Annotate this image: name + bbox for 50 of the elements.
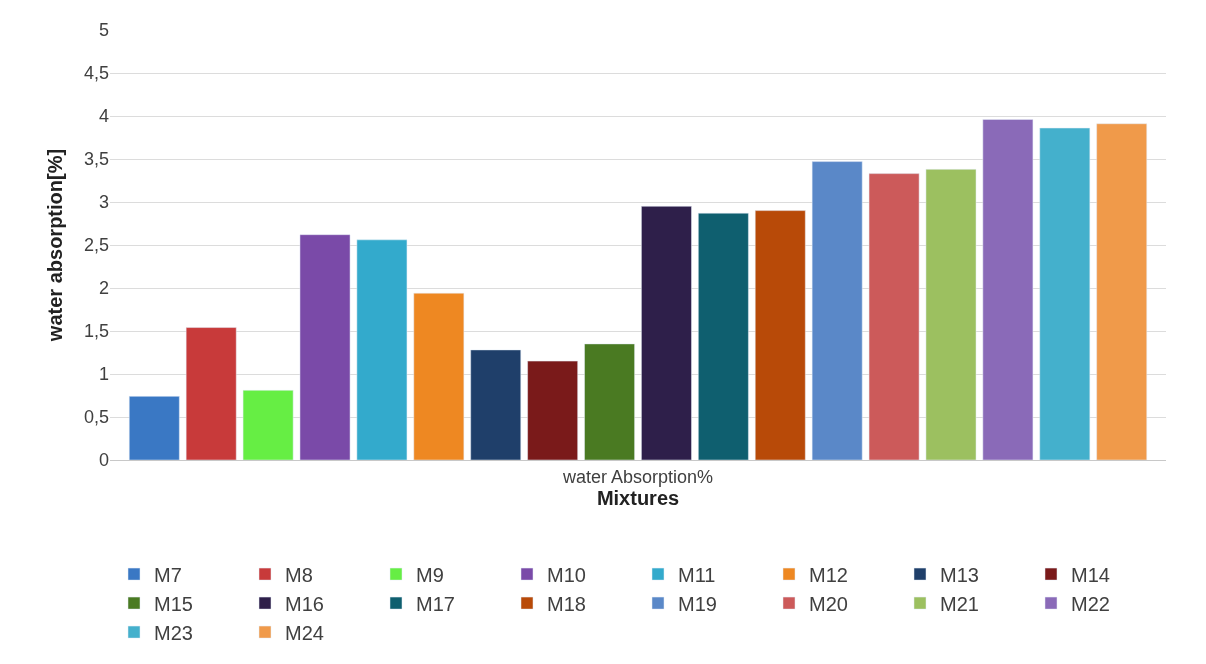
legend-label: M15 [154,592,193,615]
y-tick-label: 0,5 [83,407,109,428]
y-tick-label: 5 [98,20,109,41]
bar [641,206,692,460]
legend-label: M18 [547,592,586,615]
bar [868,173,920,460]
y-tick-label: 3 [98,192,109,213]
legend-label: M10 [547,563,586,586]
legend-label: M12 [809,563,848,586]
bar [413,292,465,460]
legend-label: M19 [678,592,717,615]
y-tick-label: 1,5 [83,321,109,342]
legend-label: M11 [678,563,716,586]
y-tick-label: 3,5 [83,149,109,170]
legend-label: M14 [1071,563,1110,586]
legend-label: M9 [416,563,444,586]
bar [185,327,237,460]
legend-label: M24 [285,621,324,644]
legend-label: M13 [940,563,979,586]
x-axis-title: Mixtures [596,486,680,509]
bar [698,212,749,460]
y-tick-label: 1 [98,364,109,385]
bar [925,169,977,460]
legend-label: M7 [154,563,182,586]
legend-label: M16 [285,592,324,615]
y-tick-label: 4,5 [83,63,109,84]
bar [584,343,635,460]
bar [527,360,578,460]
legend-label: M8 [285,563,313,586]
bar [754,210,806,460]
y-tick-label: 0 [98,450,109,471]
legend-label: M21 [940,592,979,615]
y-tick-label: 2,5 [83,235,109,256]
x-tick-label: water Absorption% [561,466,714,487]
legend-label: M22 [1071,592,1110,615]
bar [811,161,863,460]
y-axis-title: water absorption[%] [44,148,67,343]
legend-label: M17 [416,592,455,615]
bar [470,349,522,460]
bar [356,239,408,460]
bar [129,396,180,460]
bar [242,390,294,460]
legend-label: M23 [154,621,193,644]
legend-label: M20 [809,592,848,615]
bar [982,119,1034,460]
y-tick-label: 4 [98,106,109,127]
bar [1039,127,1091,460]
y-tick-label: 2 [98,278,109,299]
bar [299,234,351,460]
bar [1096,123,1147,460]
